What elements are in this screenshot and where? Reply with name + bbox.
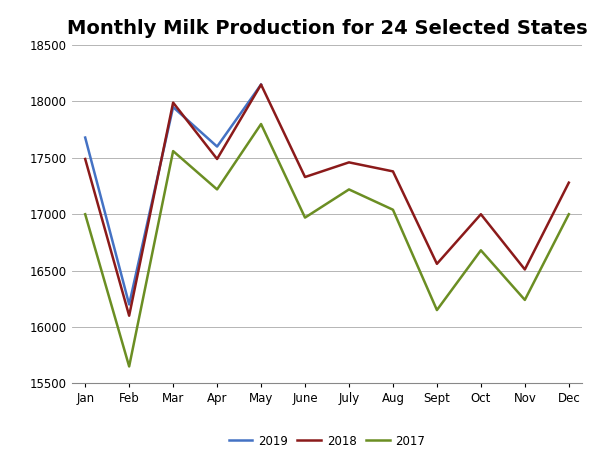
2017	[565, 212, 572, 217]
2017	[125, 364, 133, 369]
2017	[301, 215, 308, 220]
2018	[257, 82, 265, 87]
2018	[301, 174, 308, 179]
2018	[170, 100, 177, 105]
2019	[125, 302, 133, 307]
2017	[346, 187, 353, 192]
2017	[214, 187, 221, 192]
2018	[433, 261, 440, 267]
2018	[477, 212, 484, 217]
Title: Monthly Milk Production for 24 Selected States: Monthly Milk Production for 24 Selected …	[67, 19, 587, 38]
2018	[565, 180, 572, 185]
2018	[214, 156, 221, 161]
2017	[389, 207, 397, 212]
Legend: 2019, 2018, 2017: 2019, 2018, 2017	[224, 430, 430, 451]
Line: 2018: 2018	[85, 84, 569, 316]
2019	[214, 144, 221, 149]
2017	[433, 307, 440, 313]
2017	[170, 148, 177, 154]
2019	[257, 82, 265, 87]
2017	[82, 212, 89, 217]
2019	[82, 135, 89, 140]
2018	[346, 160, 353, 165]
2018	[389, 169, 397, 174]
2018	[125, 313, 133, 318]
Line: 2017: 2017	[85, 124, 569, 366]
2017	[521, 297, 529, 303]
2017	[477, 248, 484, 253]
2018	[521, 267, 529, 272]
2017	[257, 121, 265, 127]
2019	[170, 104, 177, 110]
2018	[82, 156, 89, 161]
Line: 2019: 2019	[85, 84, 261, 304]
